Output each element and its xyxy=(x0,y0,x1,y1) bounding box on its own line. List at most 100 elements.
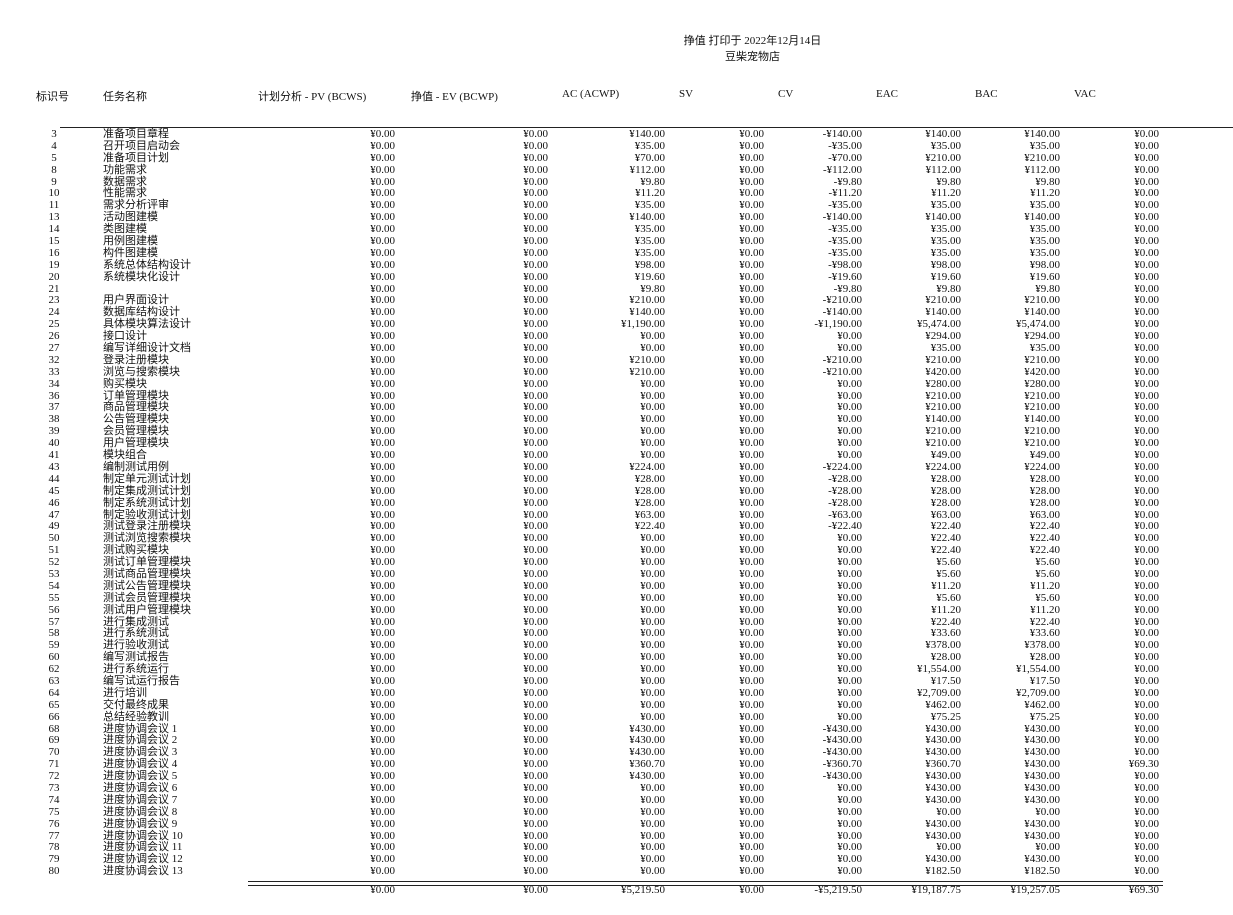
total-cv: -¥5,219.50 xyxy=(814,884,862,896)
cell-pv: ¥0.00 xyxy=(370,151,395,164)
cell-vac: ¥0.00 xyxy=(1134,627,1159,640)
table-row: 69 进度协调会议 2 ¥0.00 ¥0.00 ¥430.00 ¥0.00 -¥430.00… xyxy=(0,735,1233,747)
table-row: 27 编写详细设计文档 ¥0.00 ¥0.00 ¥0.00 ¥0.00 ¥0.00 ¥35.0… xyxy=(0,342,1233,355)
cell-ev: ¥0.00 xyxy=(523,805,548,818)
cell-sv: ¥0.00 xyxy=(739,151,764,164)
table-row: 63 编写试运行报告 ¥0.00 ¥0.00 ¥0.00 ¥0.00 ¥0.00 ¥17.50… xyxy=(0,674,1233,688)
cell-ac: ¥28.00 xyxy=(634,496,665,509)
cell-ev: ¥0.00 xyxy=(523,246,548,259)
cell-bac: ¥35.00 xyxy=(1029,246,1060,259)
cell-vac: ¥0.00 xyxy=(1134,865,1159,878)
cell-bac: ¥112.00 xyxy=(1024,163,1060,176)
cell-vac: ¥0.00 xyxy=(1134,591,1159,604)
cell-bac: ¥294.00 xyxy=(1024,330,1060,343)
table-row: 39 会员管理模块 ¥0.00 ¥0.00 ¥0.00 ¥0.00 ¥0.00 ¥210.00… xyxy=(0,425,1233,438)
cell-eac: ¥11.20 xyxy=(931,603,961,616)
cell-eac: ¥11.20 xyxy=(931,579,961,592)
cell-bac: ¥210.00 xyxy=(1024,389,1060,402)
cell-cv: -¥9.80 xyxy=(833,175,862,188)
cell-bac: ¥22.40 xyxy=(1029,520,1060,533)
cell-id: 60 xyxy=(48,651,60,664)
cell-ac: ¥0.00 xyxy=(640,401,665,414)
cell-name: 编写详细设计文档 xyxy=(103,342,191,355)
cell-id: 37 xyxy=(48,401,60,414)
cell-sv: ¥0.00 xyxy=(739,639,764,652)
cell-vac: ¥0.00 xyxy=(1134,532,1159,545)
cell-eac: ¥28.00 xyxy=(930,496,961,509)
cell-pv: ¥0.00 xyxy=(370,674,395,687)
cell-ac: ¥28.00 xyxy=(634,484,665,497)
cell-ev: ¥0.00 xyxy=(523,484,548,497)
cell-sv: ¥0.00 xyxy=(739,211,764,224)
cell-pv: ¥0.00 xyxy=(370,294,395,307)
cell-id: 9 xyxy=(51,175,57,188)
cell-ev: ¥0.00 xyxy=(523,330,548,343)
cell-ac: ¥0.00 xyxy=(640,686,665,699)
cell-eac: ¥49.00 xyxy=(930,449,961,462)
cell-sv: ¥0.00 xyxy=(739,591,764,604)
cell-pv: ¥0.00 xyxy=(370,389,395,402)
cell-id: 46 xyxy=(48,496,60,509)
cell-ac: ¥0.00 xyxy=(640,342,665,355)
table-row: 11 需求分析评审 ¥0.00 ¥0.00 ¥35.00 ¥0.00 -¥35.00 ¥35.… xyxy=(0,199,1233,212)
cell-id: 70 xyxy=(48,746,60,759)
cell-id: 8 xyxy=(51,163,57,176)
cell-bac: ¥182.50 xyxy=(1024,865,1060,878)
cell-eac: ¥430.00 xyxy=(925,734,961,747)
cell-id: 40 xyxy=(48,437,60,450)
cell-eac: ¥28.00 xyxy=(930,484,961,497)
cell-id: 38 xyxy=(48,413,60,426)
cell-name: 会员管理模块 xyxy=(103,425,169,438)
table-row: 16 构件图建模 ¥0.00 ¥0.00 ¥35.00 ¥0.00 -¥35.00 ¥35.0… xyxy=(0,246,1233,260)
cell-name: 测试用户管理模块 xyxy=(103,603,191,616)
cell-id: 73 xyxy=(48,781,60,794)
cell-id: 64 xyxy=(48,686,60,699)
cell-id: 16 xyxy=(48,246,60,259)
cell-vac: ¥0.00 xyxy=(1134,223,1159,236)
cell-ev: ¥0.00 xyxy=(523,175,548,188)
cell-sv: ¥0.00 xyxy=(739,377,764,390)
cell-ac: ¥0.00 xyxy=(640,853,665,866)
table-row: 71 进度协调会议 4 ¥0.00 ¥0.00 ¥360.70 ¥0.00 -¥360.70… xyxy=(0,758,1233,771)
cell-ac: ¥0.00 xyxy=(640,698,665,711)
column-header-eac: EAC xyxy=(876,88,898,100)
cell-sv: ¥0.00 xyxy=(739,865,764,878)
cell-vac: ¥0.00 xyxy=(1134,294,1159,307)
cell-bac: ¥98.00 xyxy=(1029,258,1060,271)
cell-cv: -¥35.00 xyxy=(828,139,862,152)
cell-eac: ¥9.80 xyxy=(936,282,961,295)
cell-vac: ¥0.00 xyxy=(1134,544,1159,557)
cell-sv: ¥0.00 xyxy=(739,556,764,569)
cell-name: 登录注册模块 xyxy=(103,353,169,366)
cell-ac: ¥0.00 xyxy=(640,817,665,830)
table-row: 24 数据库结构设计 ¥0.00 ¥0.00 ¥140.00 ¥0.00 -¥140.00 ¥… xyxy=(0,306,1233,319)
cell-ac: ¥1,190.00 xyxy=(621,318,665,331)
cell-bac: ¥140.00 xyxy=(1024,413,1060,426)
cell-sv: ¥0.00 xyxy=(739,484,764,497)
cell-eac: ¥22.40 xyxy=(930,520,961,533)
cell-ev: ¥0.00 xyxy=(523,401,548,414)
cell-vac: ¥0.00 xyxy=(1134,282,1159,295)
cell-id: 14 xyxy=(48,223,60,236)
cell-eac: ¥35.00 xyxy=(930,246,961,259)
cell-ev: ¥0.00 xyxy=(523,579,548,592)
cell-pv: ¥0.00 xyxy=(370,817,395,830)
cell-ac: ¥11.20 xyxy=(635,187,665,200)
cell-bac: ¥28.00 xyxy=(1029,496,1060,509)
cell-vac: ¥0.00 xyxy=(1134,734,1159,747)
cell-cv: -¥210.00 xyxy=(822,353,862,366)
table-row: 79 进度协调会议 12 ¥0.00 ¥0.00 ¥0.00 ¥0.00 ¥0.00 ¥430… xyxy=(0,853,1233,866)
cell-vac: ¥0.00 xyxy=(1134,128,1159,140)
cell-id: 45 xyxy=(48,484,60,497)
cell-ac: ¥98.00 xyxy=(634,258,665,271)
cell-ac: ¥0.00 xyxy=(640,710,665,723)
cell-name: 公告管理模块 xyxy=(103,413,169,426)
cell-id: 27 xyxy=(48,342,60,355)
cell-ac: ¥0.00 xyxy=(640,603,665,616)
cell-pv: ¥0.00 xyxy=(370,805,395,818)
cell-name: 测试商品管理模块 xyxy=(103,567,191,580)
cell-ac: ¥19.60 xyxy=(634,270,665,283)
cell-ac: ¥0.00 xyxy=(640,413,665,426)
cell-name: 测试购买模块 xyxy=(103,544,169,557)
cell-ev: ¥0.00 xyxy=(523,674,548,687)
